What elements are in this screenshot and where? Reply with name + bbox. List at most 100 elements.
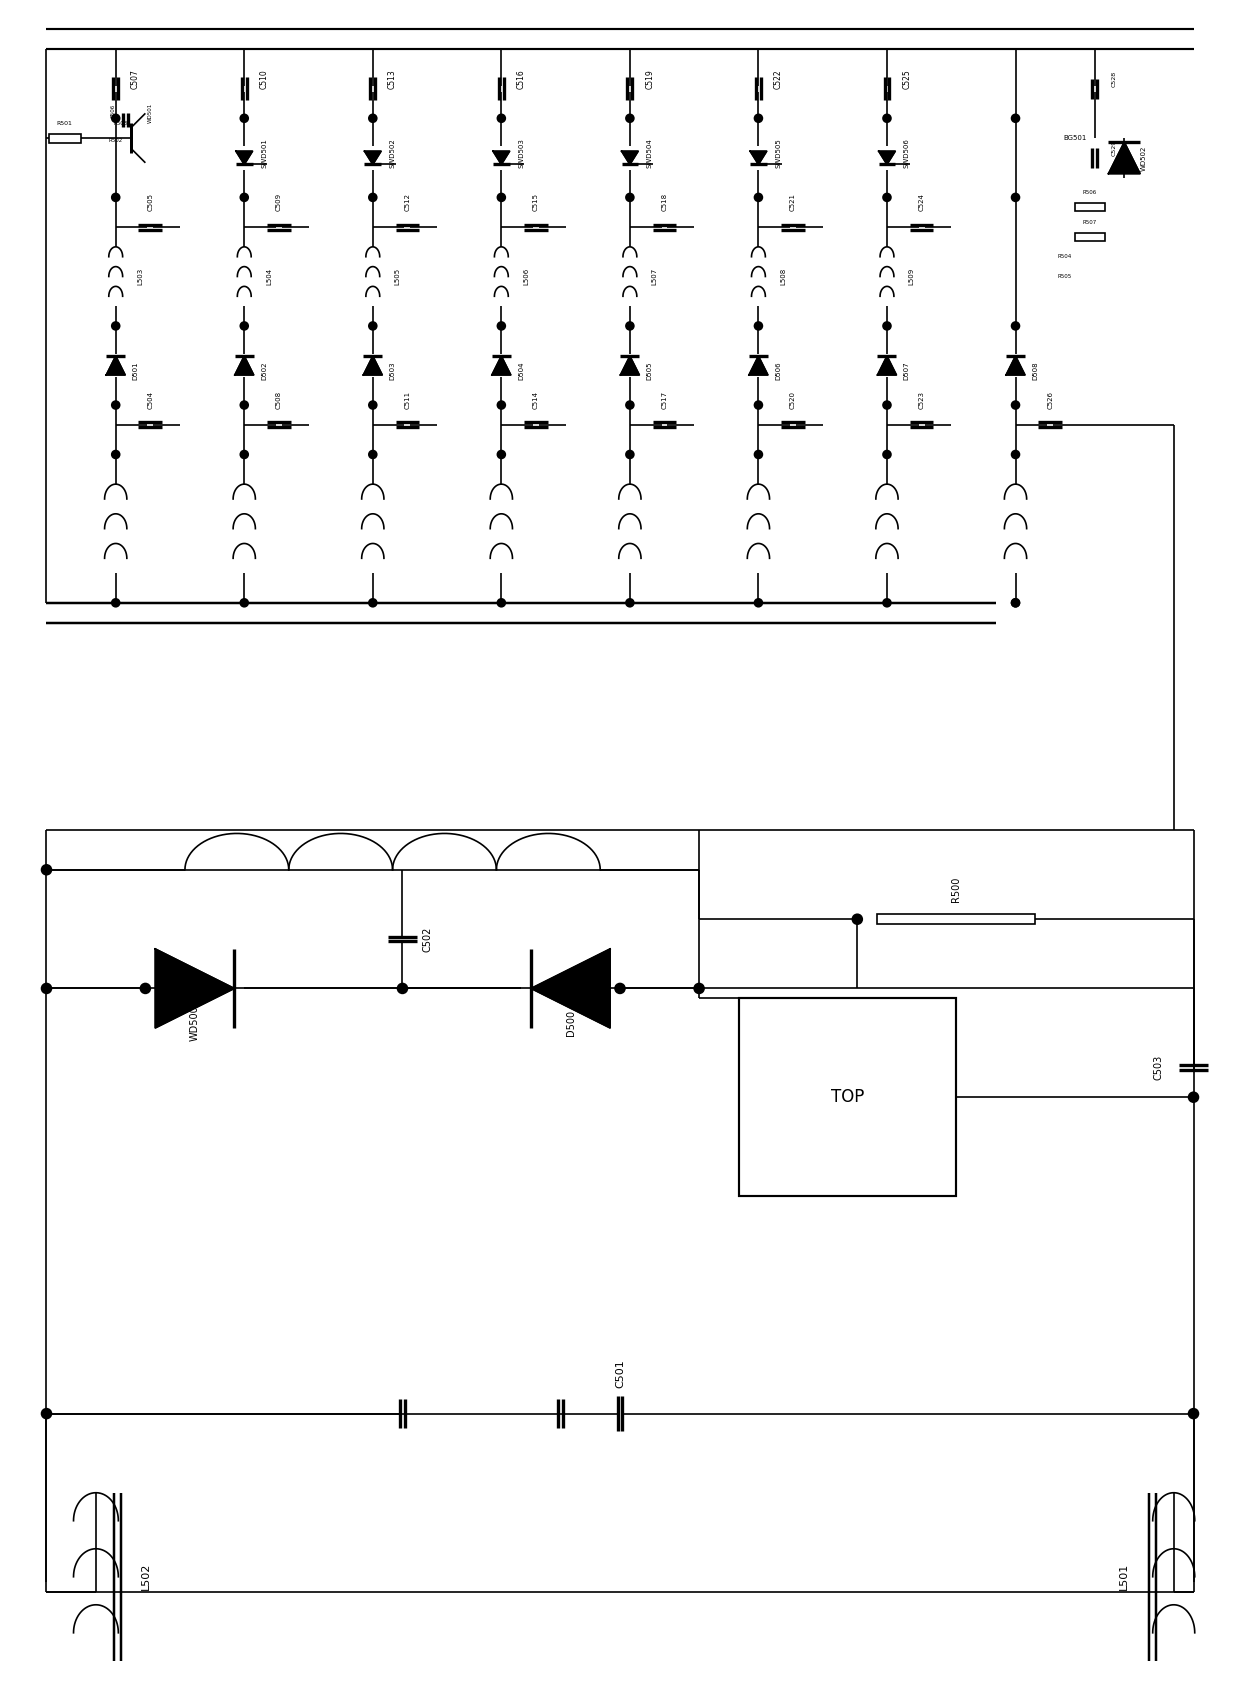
Polygon shape	[236, 151, 253, 165]
Circle shape	[626, 598, 634, 607]
Text: L504: L504	[265, 269, 272, 286]
Text: C512: C512	[404, 194, 410, 211]
Text: R501: R501	[56, 121, 72, 126]
Circle shape	[626, 321, 634, 330]
Circle shape	[497, 114, 505, 122]
Circle shape	[241, 401, 248, 410]
Text: SWD501: SWD501	[262, 138, 267, 168]
Circle shape	[368, 321, 377, 330]
Text: SWD506: SWD506	[904, 138, 910, 168]
Circle shape	[754, 114, 763, 122]
Circle shape	[754, 598, 763, 607]
Circle shape	[368, 194, 377, 201]
Circle shape	[112, 450, 120, 459]
Circle shape	[398, 984, 408, 993]
Text: C519: C519	[645, 70, 655, 88]
Circle shape	[497, 450, 505, 459]
Circle shape	[42, 865, 51, 876]
Text: C505: C505	[148, 194, 154, 211]
Text: C529: C529	[1112, 139, 1117, 156]
Text: D505: D505	[647, 360, 652, 379]
Text: C507: C507	[131, 68, 140, 88]
Circle shape	[754, 321, 763, 330]
Text: WD501: WD501	[148, 104, 153, 124]
Circle shape	[626, 401, 634, 410]
Text: WD502: WD502	[1141, 144, 1147, 170]
Text: C514: C514	[533, 391, 539, 410]
Text: C506: C506	[112, 104, 117, 117]
Text: SWD504: SWD504	[647, 138, 652, 168]
Text: C520: C520	[790, 391, 796, 410]
Text: R503: R503	[114, 121, 128, 126]
Text: D503: D503	[389, 360, 396, 379]
Circle shape	[694, 984, 704, 993]
Text: D502: D502	[262, 360, 267, 379]
Circle shape	[615, 984, 625, 993]
Circle shape	[497, 401, 505, 410]
Circle shape	[368, 450, 377, 459]
Polygon shape	[363, 355, 382, 376]
Circle shape	[497, 598, 505, 607]
Circle shape	[1189, 1409, 1198, 1418]
Circle shape	[626, 114, 634, 122]
Polygon shape	[878, 355, 897, 376]
Circle shape	[241, 194, 248, 201]
Circle shape	[112, 598, 120, 607]
Circle shape	[883, 598, 890, 607]
Polygon shape	[621, 151, 639, 165]
Circle shape	[1012, 598, 1019, 607]
Polygon shape	[234, 355, 254, 376]
Text: WD500: WD500	[190, 1005, 200, 1040]
Polygon shape	[531, 949, 610, 1028]
Text: D506: D506	[775, 360, 781, 379]
Text: C525: C525	[903, 70, 911, 88]
Circle shape	[241, 598, 248, 607]
Circle shape	[368, 401, 377, 410]
Text: C509: C509	[275, 194, 281, 211]
Text: C503: C503	[1154, 1056, 1164, 1080]
Polygon shape	[155, 949, 234, 1028]
Text: D501: D501	[133, 360, 139, 379]
Text: C502: C502	[422, 927, 433, 952]
Text: C526: C526	[1047, 391, 1053, 410]
Text: L508: L508	[780, 269, 786, 286]
Circle shape	[1012, 321, 1019, 330]
Circle shape	[368, 598, 377, 607]
Circle shape	[241, 114, 248, 122]
Bar	[1075, 233, 1105, 241]
Text: C510: C510	[259, 70, 269, 88]
Text: R500: R500	[951, 877, 961, 903]
Text: C511: C511	[404, 391, 410, 410]
Circle shape	[112, 401, 120, 410]
Circle shape	[368, 114, 377, 122]
Circle shape	[140, 984, 150, 993]
Text: L506: L506	[523, 269, 529, 286]
Text: L507: L507	[651, 269, 657, 286]
Circle shape	[42, 1409, 51, 1418]
Text: C504: C504	[148, 391, 154, 410]
Text: L505: L505	[394, 269, 401, 286]
Circle shape	[754, 401, 763, 410]
Circle shape	[241, 450, 248, 459]
Text: C522: C522	[774, 70, 782, 88]
Text: L503: L503	[138, 269, 144, 286]
Circle shape	[1189, 1093, 1198, 1102]
Bar	[877, 915, 1035, 925]
Polygon shape	[879, 151, 895, 165]
Circle shape	[883, 401, 890, 410]
Polygon shape	[365, 151, 381, 165]
Text: C518: C518	[661, 194, 667, 211]
Text: D507: D507	[904, 360, 910, 379]
Polygon shape	[1109, 143, 1140, 173]
Circle shape	[754, 450, 763, 459]
Polygon shape	[494, 151, 510, 165]
Circle shape	[1012, 194, 1019, 201]
Polygon shape	[107, 355, 125, 376]
Polygon shape	[492, 355, 511, 376]
Polygon shape	[749, 355, 768, 376]
Text: L502: L502	[140, 1562, 150, 1591]
Text: R506: R506	[1083, 190, 1097, 196]
Circle shape	[626, 450, 634, 459]
Text: D500: D500	[565, 1010, 575, 1035]
Text: SWD502: SWD502	[389, 138, 396, 168]
